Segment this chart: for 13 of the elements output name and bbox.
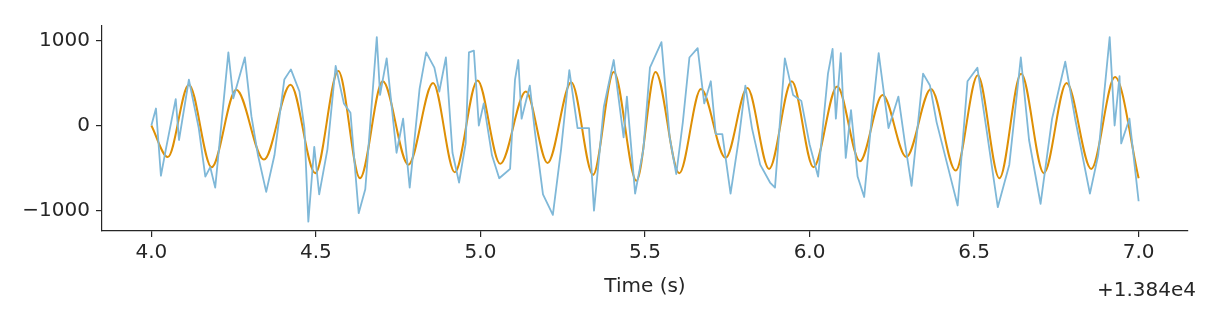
y-tick-label: 1000 <box>39 26 90 51</box>
x-tick-label: 5.5 <box>629 239 661 264</box>
x-tick-label: 4.5 <box>300 239 332 264</box>
text: +1.384e4 <box>1096 277 1196 302</box>
x-tick-label: 5.0 <box>464 239 497 264</box>
x-tick-label: 7.0 <box>1122 239 1155 264</box>
x-tick-label: 4.0 <box>135 239 168 264</box>
y-tick-label: −1000 <box>22 196 90 221</box>
x-axis-title: Time (s) <box>603 273 686 298</box>
y-tick-label: 0 <box>77 111 90 136</box>
line-series <box>150 70 1140 182</box>
x-tick-label: 6.5 <box>958 239 990 264</box>
x-tick-label: 6.0 <box>793 239 826 264</box>
